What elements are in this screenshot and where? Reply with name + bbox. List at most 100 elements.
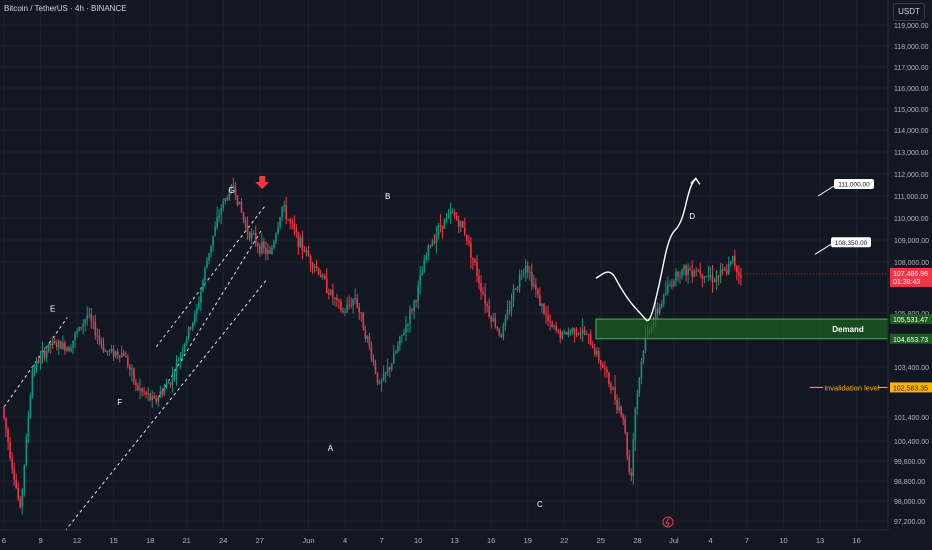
time-axis[interactable]: 6 9 12 15 18 21 24 27 Jun 4 7 10 13 16 19 22 25 28 Jul 4 7 10… xyxy=(0,516,932,550)
candle-body xyxy=(118,355,121,358)
candle-body xyxy=(112,348,115,357)
time-tick-label: 21 xyxy=(183,536,191,545)
candle-body xyxy=(614,387,616,400)
candle-body xyxy=(555,325,557,331)
candle-body xyxy=(295,229,298,233)
price-axis[interactable]: 119,000.00 118,000.00 117,000.00 116,000.00… xyxy=(740,0,932,550)
candle-body xyxy=(84,319,86,324)
candle-body xyxy=(3,407,5,418)
candle-body xyxy=(212,235,214,246)
candle-body xyxy=(96,335,99,337)
candle-body xyxy=(431,241,434,247)
time-tick-label: 6 xyxy=(2,536,6,545)
candle-body xyxy=(74,333,76,341)
candle-body xyxy=(640,362,643,378)
candle-body xyxy=(679,276,681,278)
candle-body xyxy=(510,302,513,311)
time-tick-label: 7 xyxy=(379,536,383,545)
channel-line xyxy=(3,317,68,408)
candle-body xyxy=(358,306,361,313)
time-tick-label: 7 xyxy=(745,536,749,545)
candle-body xyxy=(157,397,160,402)
candle-body xyxy=(275,233,277,242)
candle-body xyxy=(185,338,188,344)
candle-body xyxy=(167,382,170,384)
candle-body xyxy=(305,250,308,253)
price-tick-label: 115,000.00 xyxy=(894,107,929,114)
candle-body xyxy=(658,306,661,314)
currency-button[interactable]: USDT xyxy=(893,3,925,21)
candle-body xyxy=(559,330,562,339)
down-arrow-icon xyxy=(255,176,270,189)
candle-body xyxy=(606,369,608,373)
candle-body xyxy=(82,323,84,328)
candle-body xyxy=(673,280,675,287)
candle-body xyxy=(656,308,659,314)
candle-body xyxy=(382,373,385,381)
candle-body xyxy=(114,351,117,357)
candle-body xyxy=(21,489,24,508)
candle-body xyxy=(334,298,336,300)
candle-body xyxy=(362,313,365,331)
candle-body xyxy=(15,479,17,489)
candle-body xyxy=(108,350,111,352)
time-tick-label: 24 xyxy=(219,536,227,545)
candle-body xyxy=(291,221,294,224)
candle-body xyxy=(35,360,38,370)
candle-body xyxy=(403,332,405,335)
candle-body xyxy=(415,301,417,303)
time-tick-label: 25 xyxy=(597,536,605,545)
candle-body xyxy=(5,417,7,430)
candle-body xyxy=(135,382,137,386)
candle-body xyxy=(565,331,568,335)
candle-body xyxy=(328,292,330,295)
candle-body xyxy=(13,468,15,480)
candle-body xyxy=(618,406,620,410)
candle-body xyxy=(252,232,255,234)
candle-body xyxy=(161,392,164,395)
target-box xyxy=(834,179,874,189)
candle-body xyxy=(715,276,718,282)
candle-body xyxy=(321,275,324,278)
price-tick-label: 97,200.00 xyxy=(894,519,925,526)
candle-body xyxy=(19,498,22,508)
candle-body xyxy=(256,243,259,247)
candle-body xyxy=(141,388,143,392)
wave-label-d: D xyxy=(689,212,695,221)
candle-body xyxy=(143,391,145,393)
candle-body xyxy=(689,268,691,271)
candle-body xyxy=(563,331,566,333)
candle-body xyxy=(595,351,598,355)
candle-body xyxy=(421,272,423,276)
demand-bottom-tag-label: 104,653.73 xyxy=(893,337,928,344)
candle-body xyxy=(263,241,265,249)
candle-body xyxy=(721,269,724,271)
candle-body xyxy=(147,393,149,395)
candle-body xyxy=(386,367,389,373)
chart-annotations: Demand invalidation level 111,000.00 108,35… xyxy=(255,176,889,392)
candle-body xyxy=(49,343,52,346)
candle-body xyxy=(155,398,158,402)
candle-body xyxy=(575,333,578,335)
candle-body xyxy=(41,350,44,357)
candle-body xyxy=(7,429,9,443)
candle-body xyxy=(33,369,36,371)
candle-body xyxy=(348,304,350,306)
candlestick-series xyxy=(3,177,742,515)
time-tick-label: 28 xyxy=(633,536,641,545)
candle-body xyxy=(549,320,551,322)
candle-body xyxy=(472,257,474,260)
candle-body xyxy=(571,328,574,332)
candle-body xyxy=(279,217,281,227)
candle-body xyxy=(411,309,413,312)
demand-bottom-tag-bg xyxy=(890,333,932,344)
candle-body xyxy=(238,201,241,205)
candle-body xyxy=(725,269,728,274)
invalidation-tag-bg xyxy=(890,382,932,393)
candle-body xyxy=(370,346,373,359)
candle-body xyxy=(346,304,348,312)
candle-body xyxy=(620,406,622,415)
candle-body xyxy=(283,205,285,207)
candle-body xyxy=(366,336,369,340)
